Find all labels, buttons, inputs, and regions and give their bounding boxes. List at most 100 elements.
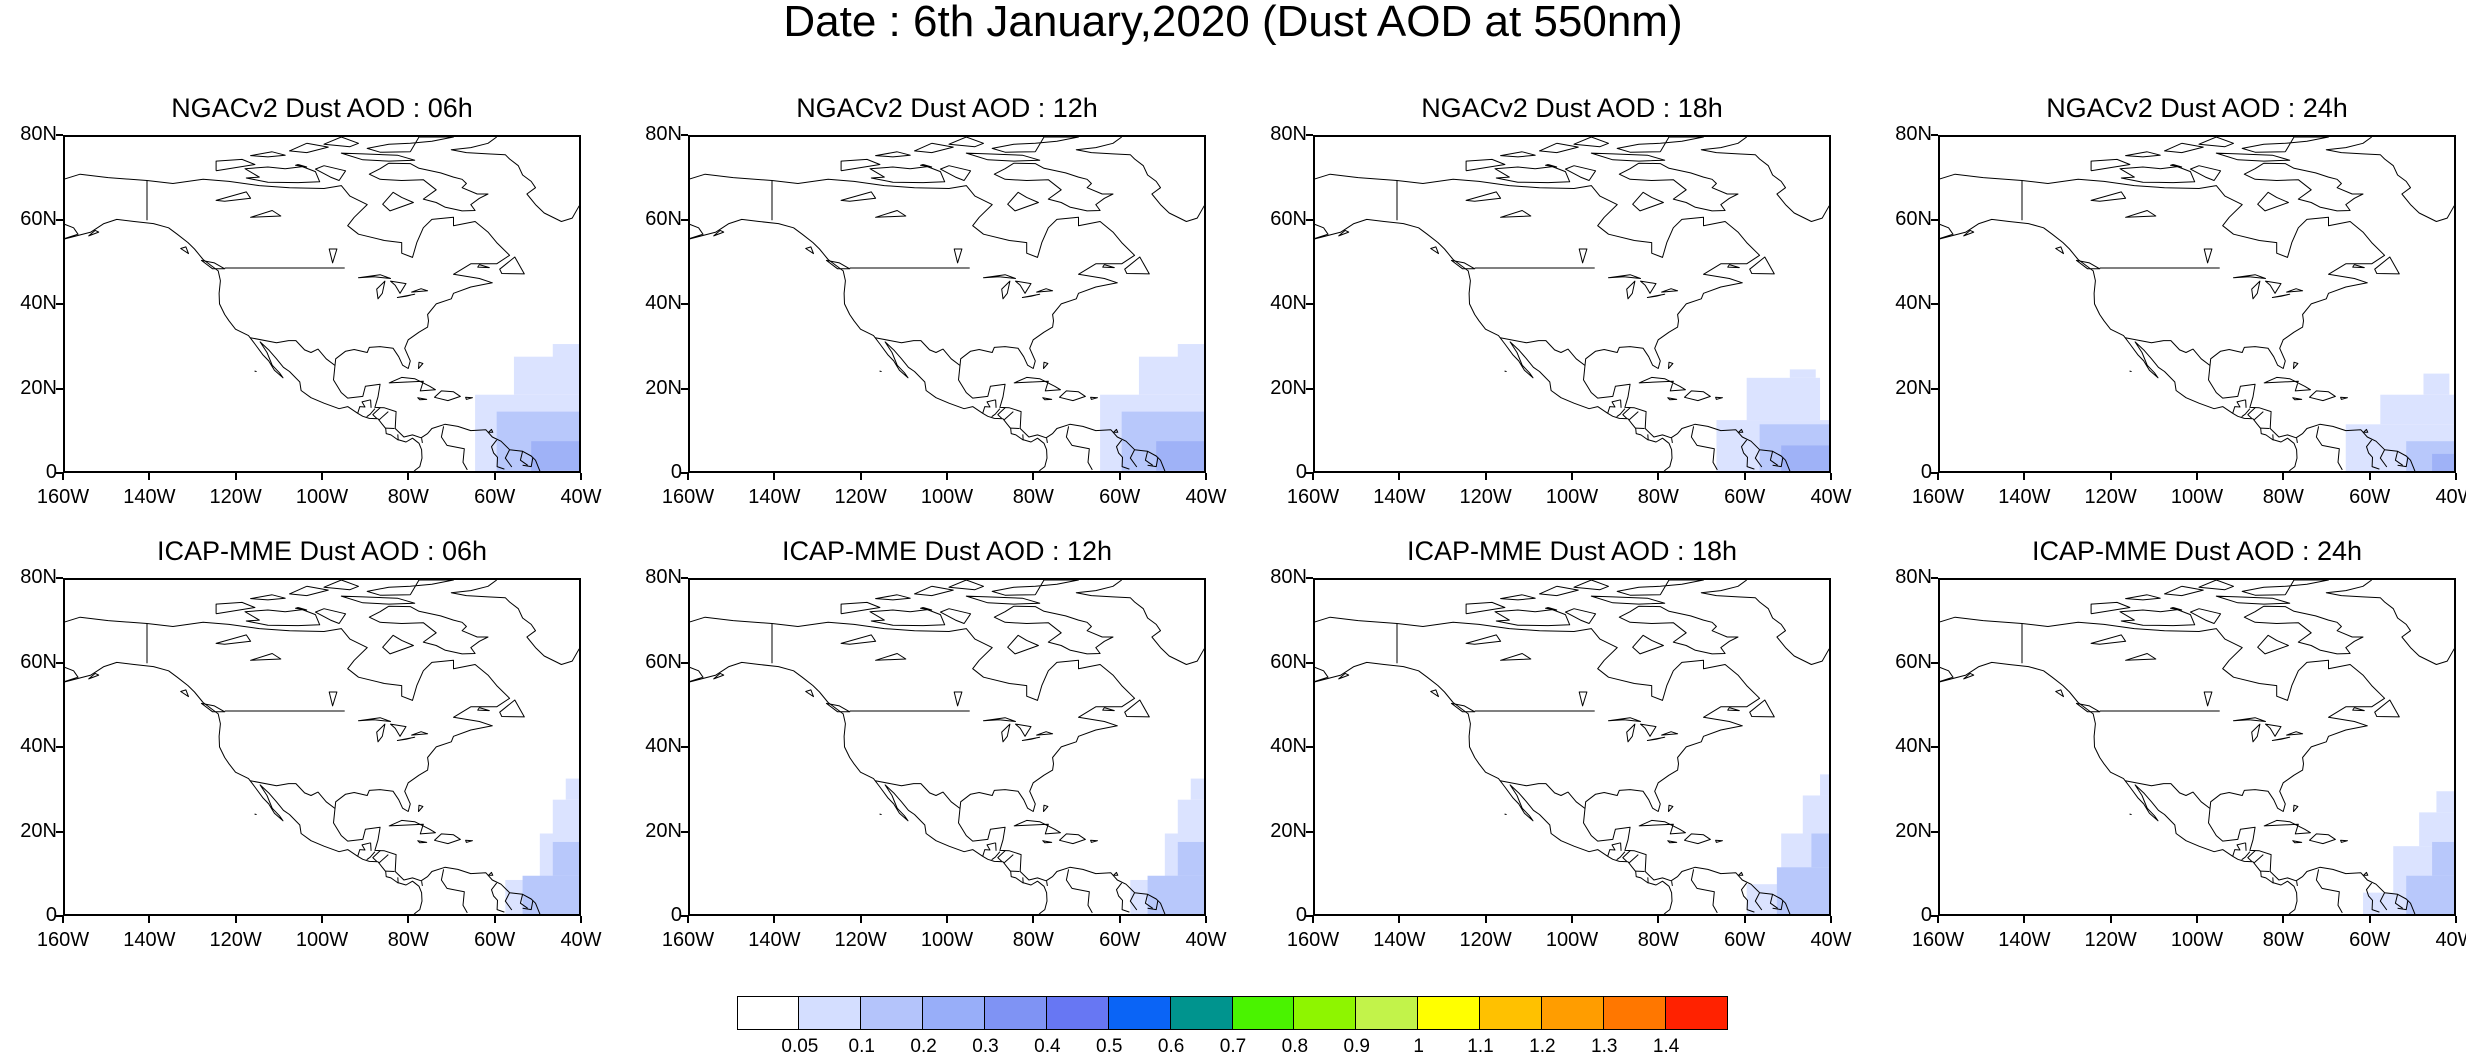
longitude-tick-mark (494, 916, 496, 923)
colorbar-tick-label: 0.5 (1079, 1036, 1139, 1058)
arctic-coastline (2120, 167, 2195, 183)
island-outline (383, 635, 414, 654)
longitude-tick-mark (2369, 473, 2371, 480)
arctic-coastline (251, 595, 286, 600)
colorbar-swatch (1417, 996, 1480, 1030)
island-outline (1728, 708, 1740, 711)
latitude-tick-label: 40N (1876, 735, 1932, 758)
lake-outline (2126, 211, 2156, 218)
latitude-tick-label: 40N (626, 735, 682, 758)
longitude-tick-label: 160W (1273, 929, 1353, 952)
latitude-tick-mark (56, 303, 63, 305)
colorbar-swatch (1293, 996, 1356, 1030)
longitude-tick-mark (62, 916, 64, 923)
latitude-tick-mark (1931, 303, 1938, 305)
lake-outline (2234, 275, 2266, 279)
island-outline (1008, 635, 1039, 654)
arctic-coastline (992, 580, 1078, 595)
map-panel (63, 135, 581, 473)
arctic-coastline (451, 137, 581, 222)
longitude-tick-label: 60W (1705, 486, 1785, 509)
country-border (1629, 855, 1639, 864)
latitude-tick-label: 60N (626, 651, 682, 674)
island-outline (1668, 841, 1677, 843)
country-border (2316, 426, 2342, 470)
island-outline (1008, 192, 1039, 211)
country-border (1066, 426, 1092, 470)
coastline (690, 196, 1047, 473)
latitude-tick-label: 60N (1876, 208, 1932, 231)
map-svg (65, 580, 581, 916)
country-border (1629, 412, 1639, 421)
arctic-coastline (2242, 137, 2328, 152)
island-outline (435, 391, 461, 401)
arctic-coastline (1701, 580, 1831, 665)
island-outline (1669, 805, 1673, 811)
longitude-tick-mark (494, 473, 496, 480)
colorbar-swatch (1541, 996, 1604, 1030)
coastline (1315, 639, 1672, 916)
island-outline (1639, 377, 1685, 391)
map-panel (688, 578, 1206, 916)
island-outline (1728, 265, 1740, 268)
latitude-tick-mark (681, 746, 688, 748)
island-outline (478, 265, 490, 268)
colorbar-swatch (922, 996, 985, 1030)
arctic-coastline (915, 143, 954, 152)
longitude-tick-mark (2196, 473, 2198, 480)
latitude-tick-label: 60N (626, 208, 682, 231)
longitude-tick-mark (2023, 916, 2025, 923)
arctic-coastline (2126, 595, 2161, 600)
arctic-coastline (216, 159, 255, 170)
island-outline (418, 398, 427, 400)
longitude-tick-mark (1485, 916, 1487, 923)
longitude-tick-label: 100W (1532, 929, 1612, 952)
arctic-coastline (2120, 610, 2195, 626)
map-svg (1940, 137, 2456, 473)
arctic-coastline (940, 166, 970, 181)
longitude-tick-label: 80W (2243, 486, 2323, 509)
lake-outline (397, 294, 414, 297)
longitude-tick-label: 140W (1984, 929, 2064, 952)
aod-colorbar (738, 996, 1728, 1030)
latitude-tick-mark (681, 134, 688, 136)
latitude-tick-mark (681, 662, 688, 664)
longitude-tick-mark (148, 916, 150, 923)
arctic-coastline (290, 143, 329, 152)
longitude-tick-label: 60W (2330, 486, 2410, 509)
aod-shading-cell (566, 779, 581, 800)
lake-outline (841, 635, 876, 644)
country-border (875, 338, 960, 366)
longitude-tick-mark (2455, 916, 2457, 923)
lake-outline (2091, 635, 2126, 644)
island-outline (1639, 820, 1685, 834)
lake-outline (954, 249, 962, 263)
arctic-coastline (2190, 166, 2220, 181)
longitude-tick-mark (2110, 916, 2112, 923)
country-border (422, 881, 423, 886)
island-outline (435, 834, 461, 844)
longitude-tick-label: 100W (2157, 486, 2237, 509)
latitude-tick-mark (1306, 388, 1313, 390)
island-outline (714, 230, 724, 236)
lake-outline (2126, 654, 2156, 661)
lake-outline (2266, 281, 2282, 293)
colorbar-swatch (1479, 996, 1542, 1030)
longitude-tick-label: 80W (368, 929, 448, 952)
arctic-coastline (1591, 596, 1664, 604)
longitude-tick-mark (235, 916, 237, 923)
lake-outline (2266, 724, 2282, 736)
lake-outline (841, 192, 876, 201)
country-border (2233, 843, 2246, 857)
longitude-tick-label: 40W (2416, 486, 2466, 509)
lake-outline (1662, 732, 1678, 735)
figure-title: Date : 6th January,2020 (Dust AOD at 550… (0, 0, 2466, 44)
longitude-tick-label: 140W (1359, 486, 1439, 509)
arctic-coastline (876, 152, 911, 157)
colorbar-swatch (1170, 996, 1233, 1030)
country-border (1047, 881, 1048, 886)
arctic-coastline (251, 152, 286, 157)
colorbar-tick-label: 0.8 (1265, 1036, 1325, 1058)
island-outline (2264, 820, 2310, 834)
longitude-tick-label: 40W (2416, 929, 2466, 952)
